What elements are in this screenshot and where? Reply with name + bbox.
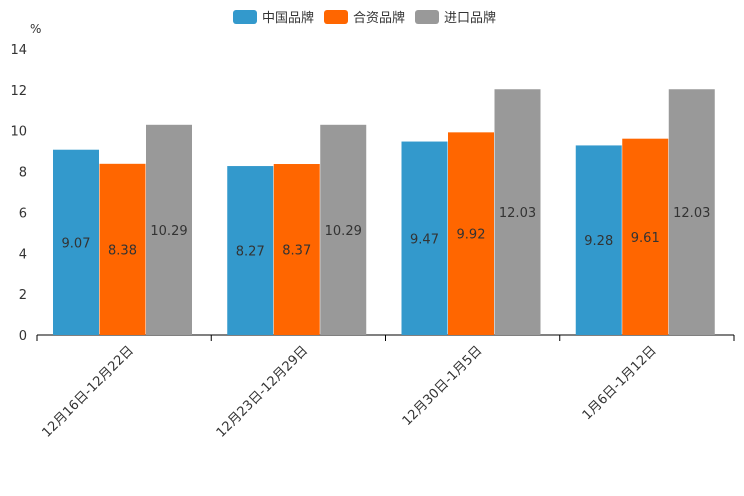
legend-swatch (233, 9, 257, 24)
y-tick-label: 8 (19, 166, 27, 181)
y-tick-label: 6 (19, 206, 27, 221)
data-label: 9.61 (631, 231, 660, 246)
data-label: 8.37 (282, 244, 311, 259)
legend-label: 中国品牌 (262, 11, 315, 26)
bar-3-4 (668, 89, 715, 335)
y-tick-label: 0 (19, 329, 27, 344)
y-tick-label: 2 (19, 288, 27, 303)
legend-item[interactable]: 合资品牌 (324, 7, 405, 26)
bar-3-2 (320, 124, 367, 335)
data-label: 9.28 (584, 234, 613, 249)
legend-item[interactable]: 中国品牌 (233, 7, 314, 26)
legend-swatch (324, 9, 349, 24)
bar-2-2 (273, 164, 320, 335)
bar-1-1 (53, 149, 99, 335)
data-label: 12.03 (673, 206, 710, 221)
x-category-label: 12月16日-12月22日 (39, 343, 136, 440)
data-label: 9.07 (62, 236, 91, 251)
y-tick-label: 14 (10, 43, 27, 58)
data-label: 9.92 (457, 228, 486, 243)
y-tick-label: 10 (10, 125, 27, 140)
bar-2-4 (622, 138, 669, 335)
y-axis-unit-label: % (30, 22, 42, 36)
y-tick-label: 12 (10, 84, 27, 99)
y-tick-label: 4 (19, 247, 27, 262)
bar-3-3 (494, 89, 541, 335)
x-category-label: 1月6日-1月12日 (580, 343, 660, 423)
data-label: 8.27 (236, 245, 265, 260)
chart-legend: 中国品牌 合资品牌 进口品牌 (233, 7, 506, 26)
legend-swatch (415, 9, 440, 24)
legend-label: 合资品牌 (353, 11, 406, 26)
x-category-label: 12月30日-1月5日 (400, 343, 486, 429)
legend-item[interactable]: 进口品牌 (415, 7, 496, 26)
x-category-label: 12月23日-12月29日 (214, 343, 311, 440)
bar-2-3 (448, 132, 494, 335)
legend-label: 进口品牌 (444, 11, 497, 26)
bar-3-1 (146, 124, 192, 335)
data-label: 12.03 (499, 206, 536, 221)
data-label: 10.29 (150, 224, 187, 239)
bar-1-3 (401, 141, 448, 335)
bar-2-1 (99, 163, 146, 335)
data-label: 9.47 (410, 232, 439, 247)
data-label: 8.38 (108, 243, 137, 258)
bar-1-4 (575, 145, 622, 335)
bar-1-2 (227, 166, 274, 335)
data-label: 10.29 (325, 224, 362, 239)
